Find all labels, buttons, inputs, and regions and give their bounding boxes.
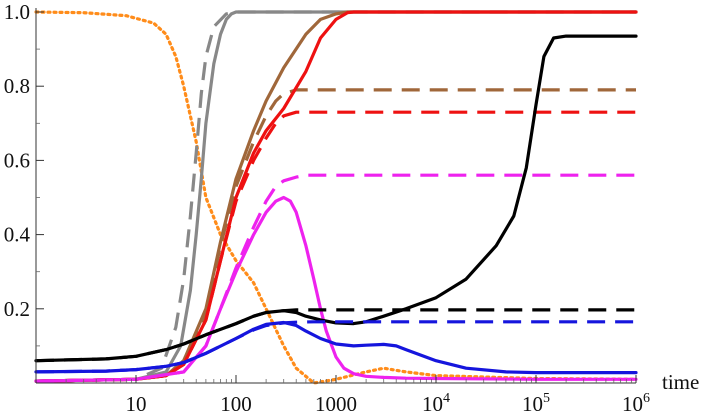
series-line-4 — [35, 88, 636, 383]
x-tick-label: 104 — [422, 391, 450, 416]
y-tick-label: 0.4 — [4, 223, 31, 247]
series-line-8 — [35, 173, 636, 383]
series-line-9 — [34, 34, 638, 363]
series-line-7 — [34, 195, 638, 383]
y-tick-label: 0.8 — [4, 74, 30, 98]
series-line-10 — [35, 308, 636, 363]
series-line-6 — [35, 110, 636, 383]
x-tick-label: 106 — [622, 391, 650, 416]
series-line-12 — [35, 320, 636, 374]
series-line-2 — [34, 10, 638, 383]
x-tick-label: 100 — [220, 392, 252, 416]
series-layer — [34, 10, 638, 385]
y-tick-label: 0.6 — [4, 148, 30, 172]
y-tick-label: 1.0 — [4, 0, 30, 24]
axes-layer: time — [35, 8, 699, 394]
series-line-11 — [34, 320, 638, 375]
x-axis-title: time — [662, 370, 699, 394]
x-tick-label: 1000 — [315, 392, 357, 416]
ticks-layer: 10 100 1000 104 105 106 0.2 0.4 0.6 0.8 1.0 — [4, 0, 650, 416]
series-line-1 — [35, 10, 636, 383]
x-tick-label: 10 — [126, 392, 147, 416]
y-tick-label: 0.2 — [4, 297, 30, 321]
series-line-0 — [34, 10, 638, 385]
series-line-3 — [34, 10, 638, 383]
x-tick-label: 105 — [522, 391, 550, 416]
series-line-5 — [34, 10, 638, 383]
